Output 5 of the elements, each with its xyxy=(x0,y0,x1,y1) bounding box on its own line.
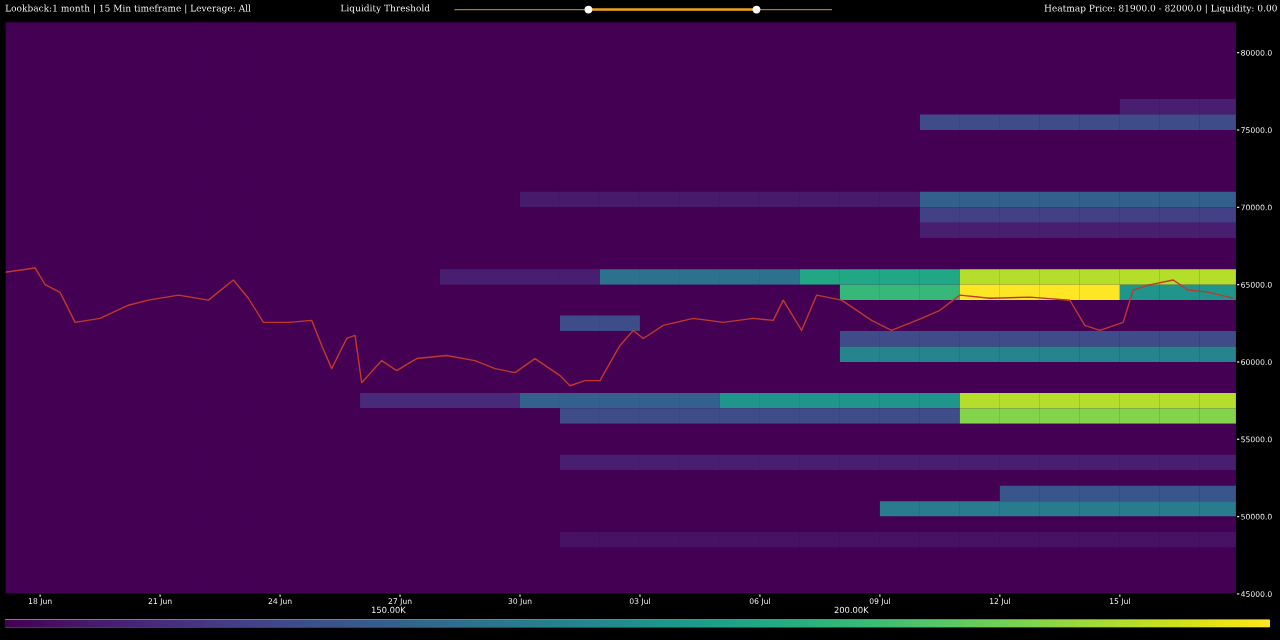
color-bar-label: 200.00K xyxy=(834,606,869,614)
text: Lookback:1 month | 15 Min timeframe | Leverage: All xyxy=(5,4,251,14)
text: Heatmap Price: 81900.0 - 82000.0 | Liquidity: 0.00 xyxy=(1044,4,1277,14)
text: Liquidity Threshold xyxy=(340,4,430,14)
color-bar-label: 150.00K xyxy=(372,606,406,614)
